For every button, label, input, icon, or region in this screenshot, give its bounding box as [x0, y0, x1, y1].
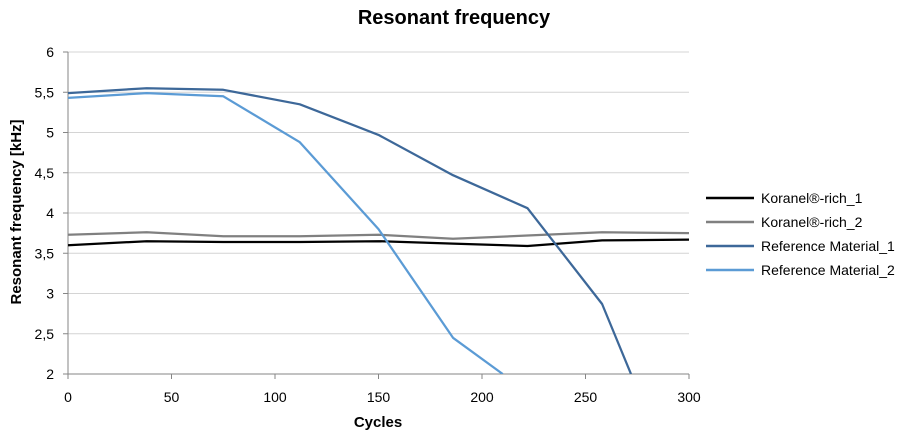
y-tick-label-5: 4,5 — [35, 165, 55, 181]
x-tick-label-5: 250 — [574, 389, 598, 405]
x-tick-labels: 0 50 100 150 200 250 300 — [64, 389, 701, 405]
gridlines — [68, 51, 689, 335]
y-tick-label-2: 3 — [46, 286, 54, 302]
x-axis-title: Cycles — [354, 414, 402, 431]
legend-label-4: Reference Material_2 — [761, 262, 895, 278]
series-lines — [68, 87, 689, 374]
series-line-2 — [68, 231, 689, 240]
y-tick-label-7: 5,5 — [35, 84, 55, 100]
chart-title: Resonant frequency — [358, 7, 551, 29]
y-tick-label-1: 2,5 — [35, 326, 55, 342]
x-tick-label-3: 150 — [367, 389, 391, 405]
x-tick-label-0: 0 — [64, 389, 72, 405]
legend-label-3: Reference Material_1 — [761, 238, 895, 254]
legend-label-2: Koranel®-rich_2 — [761, 214, 863, 230]
series-line-4 — [68, 91, 504, 374]
x-tick-label-4: 200 — [470, 389, 494, 405]
y-tick-label-8: 6 — [46, 44, 54, 60]
y-tick-label-0: 2 — [46, 366, 54, 382]
x-tick-label-6: 300 — [677, 389, 701, 405]
series-line-3 — [68, 87, 633, 374]
y-axis-title: Resonant frequency [kHz] — [8, 119, 25, 304]
legend-label-1: Koranel®-rich_1 — [761, 190, 863, 206]
y-tick-labels: 2 2,5 3 3,5 4 4,5 5 5,5 6 — [35, 44, 55, 382]
x-tick-label-1: 50 — [164, 389, 180, 405]
y-tick-label-6: 5 — [46, 125, 54, 141]
series-line-1 — [68, 238, 689, 248]
y-tick-label-3: 3,5 — [35, 245, 55, 261]
legend: Koranel®-rich_1 Koranel®-rich_2 Reference … — [706, 190, 895, 278]
x-tick-label-2: 100 — [263, 389, 287, 405]
y-tick-label-4: 4 — [46, 205, 54, 221]
axes — [63, 51, 690, 379]
